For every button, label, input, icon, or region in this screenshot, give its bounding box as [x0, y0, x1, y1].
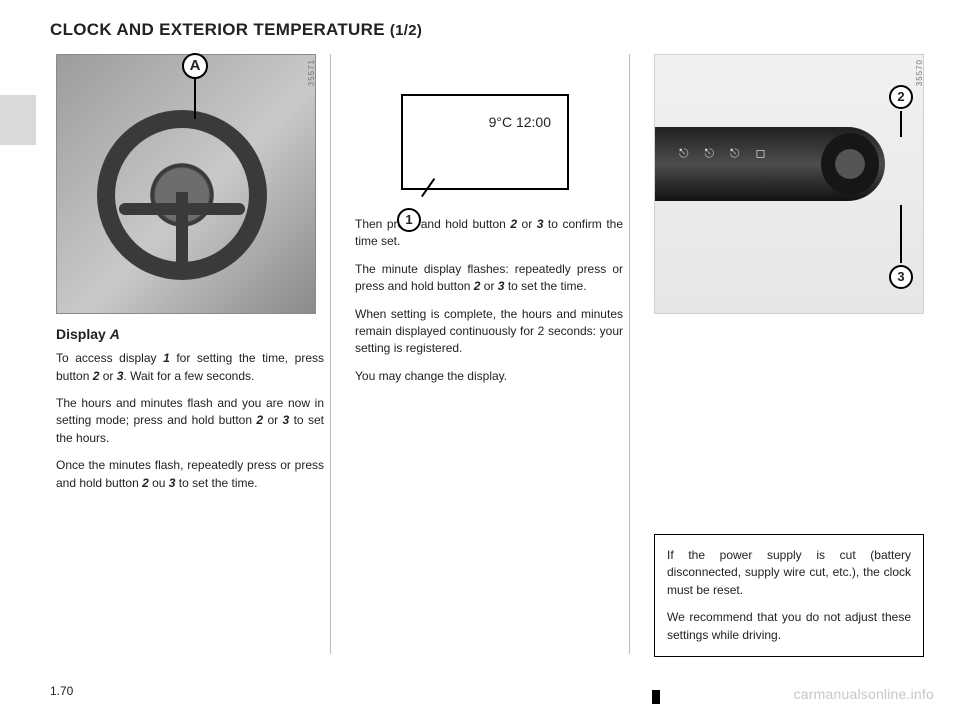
photo-id-right: 35570	[914, 59, 924, 86]
washer-icon: ◻	[756, 145, 766, 162]
left-para-3: Once the minutes flash, repeatedly press…	[56, 457, 324, 492]
display-heading: Display A	[56, 324, 324, 344]
callout-A-badge: A	[182, 53, 208, 79]
wiper-icon: ⎋	[730, 145, 740, 162]
watermark-text: carmanualsonline.info	[794, 686, 934, 702]
left-para-2: The hours and minutes flash and you are …	[56, 395, 324, 447]
callout-3-leader	[900, 205, 902, 263]
manual-page: CLOCK AND EXTERIOR TEMPERATURE (1/2) 355…	[0, 0, 960, 710]
dashboard-photo: 35571 A	[56, 54, 316, 314]
mid-para-3: When setting is complete, the hours and …	[355, 306, 623, 358]
note-line-1: If the power supply is cut (battery disc…	[667, 547, 911, 599]
stalk-icons: ⎋ ⎋ ⎋ ◻	[679, 145, 765, 162]
callout-A-leader	[194, 77, 196, 119]
note-line-2: We recommend that you do not adjust thes…	[667, 609, 911, 644]
display-heading-letter: A	[110, 326, 120, 342]
control-stalk-illustration: ⎋ ⎋ ⎋ ◻	[655, 127, 885, 201]
left-para-1: To access display 1 for setting the time…	[56, 350, 324, 385]
callout-2-leader	[900, 111, 902, 137]
clock-display-text: 9°C 12:00	[489, 112, 551, 132]
stalk-photo: 35570 ⎋ ⎋ ⎋ ◻ 2 3	[654, 54, 924, 314]
clock-display-box: 9°C 12:00 1	[401, 94, 569, 190]
columns: 35571 A Display A To access display 1 fo…	[50, 54, 930, 654]
steering-wheel-illustration	[97, 110, 267, 280]
mid-para-1: Then press and hold button 2 or 3 to con…	[355, 216, 623, 251]
warning-note-box: If the power supply is cut (battery disc…	[654, 534, 924, 657]
title-main: CLOCK AND EXTERIOR TEMPERATURE	[50, 20, 390, 39]
mid-para-2: The minute display flashes: repeatedly p…	[355, 261, 623, 296]
callout-3-badge: 3	[889, 265, 913, 289]
column-middle: 9°C 12:00 1 Then press and hold button 2…	[349, 54, 630, 654]
section-tab	[0, 95, 36, 145]
page-title: CLOCK AND EXTERIOR TEMPERATURE (1/2)	[50, 20, 930, 40]
title-fraction: (1/2)	[390, 22, 422, 39]
display-heading-prefix: Display	[56, 326, 110, 342]
callout-1-leader	[421, 178, 435, 197]
wiper-icon: ⎋	[705, 145, 715, 162]
photo-id-left: 35571	[306, 59, 318, 86]
wiper-icon: ⎋	[679, 145, 689, 162]
callout-1-badge: 1	[397, 208, 421, 232]
column-right: 35570 ⎋ ⎋ ⎋ ◻ 2 3 If the power supply is…	[648, 54, 930, 654]
page-number: 1.70	[50, 684, 73, 698]
callout-2-badge: 2	[889, 85, 913, 109]
mid-para-4: You may change the display.	[355, 368, 623, 385]
column-left: 35571 A Display A To access display 1 fo…	[50, 54, 331, 654]
crop-mark	[652, 690, 660, 704]
